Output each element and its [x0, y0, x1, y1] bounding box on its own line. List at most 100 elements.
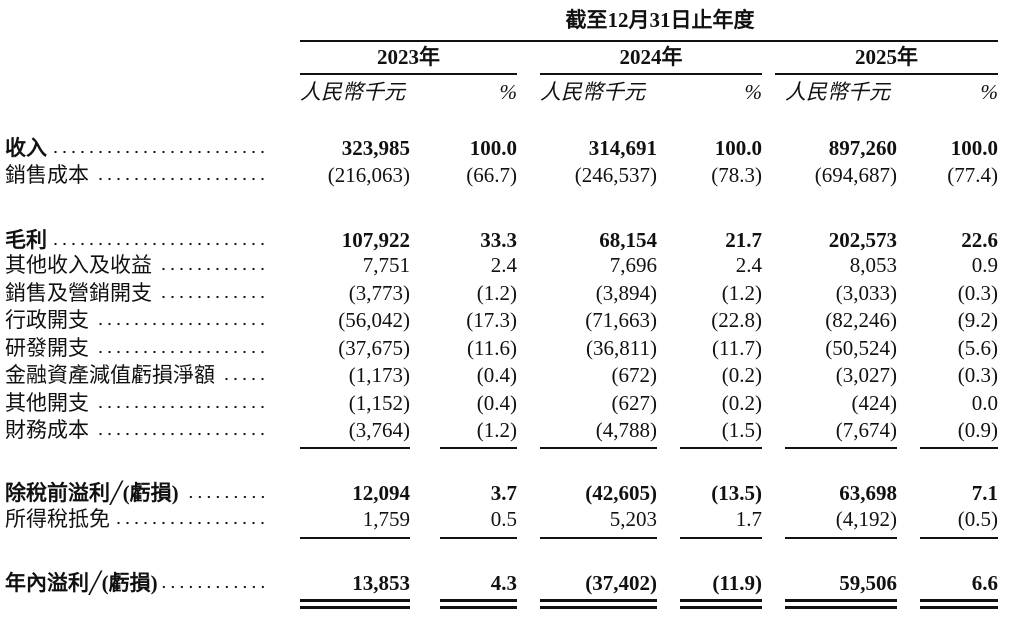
leader-dots	[93, 336, 267, 354]
cell: (71,663)	[585, 308, 657, 332]
cell: (7,674)	[835, 418, 897, 442]
cell: (1.2)	[721, 281, 762, 305]
leader-dots	[93, 391, 267, 409]
unit-header: %	[980, 80, 999, 104]
underline	[440, 447, 517, 449]
leader-dots	[114, 507, 267, 525]
cell: 0.0	[971, 391, 998, 415]
cell: 22.6	[961, 228, 998, 252]
cell: 2.4	[735, 253, 762, 277]
cell: 59,506	[839, 571, 897, 595]
cell: 33.3	[480, 228, 517, 252]
underline	[785, 447, 897, 449]
cell: 1,759	[362, 507, 410, 531]
cell: (11.7)	[712, 336, 762, 360]
leader-dots	[93, 418, 267, 436]
cell: 7,751	[362, 253, 410, 277]
cell: (0.5)	[957, 507, 998, 531]
cell: (3,894)	[595, 281, 657, 305]
row-label: 其他開支	[5, 391, 267, 415]
cell: 68,154	[599, 228, 657, 252]
cell: (11.9)	[712, 571, 762, 595]
cell: 8,053	[849, 253, 897, 277]
cell: (0.2)	[721, 391, 762, 415]
cell: (4,788)	[595, 418, 657, 442]
unit-header: 人民幣千元	[540, 80, 645, 104]
cell: (216,063)	[327, 163, 410, 187]
year-header: 2025年	[855, 45, 918, 69]
cell: (17.3)	[466, 308, 517, 332]
cell: 100.0	[714, 136, 762, 160]
cell: (672)	[611, 363, 658, 387]
cell: (42,605)	[585, 481, 657, 505]
unit-header: 人民幣千元	[785, 80, 890, 104]
underline	[680, 537, 762, 539]
label-text: 除稅前溢利╱(虧損)	[5, 481, 179, 505]
cell: (627)	[611, 391, 658, 415]
row-label: 銷售及營銷開支	[5, 281, 267, 305]
cell: (0.4)	[476, 363, 517, 387]
underline	[680, 606, 762, 609]
cell: 107,922	[341, 228, 410, 252]
leader-dots	[93, 163, 267, 181]
underline	[920, 599, 998, 602]
label-text: 毛利	[5, 228, 47, 252]
leader-dots	[93, 308, 267, 326]
cell: 314,691	[588, 136, 657, 160]
cell: (1.5)	[721, 418, 762, 442]
row-label: 其他收入及收益	[5, 253, 267, 277]
label-text: 財務成本	[5, 418, 89, 442]
label-text: 年內溢利╱(虧損)	[5, 571, 158, 595]
unit-header: 人民幣千元	[300, 80, 405, 104]
cell: (37,402)	[585, 571, 657, 595]
underline	[785, 599, 897, 602]
cell: (1,152)	[348, 391, 410, 415]
row-label: 研發開支	[5, 336, 267, 360]
cell: 7.1	[971, 481, 998, 505]
underline	[920, 447, 998, 449]
cell: (0.4)	[476, 391, 517, 415]
label-text: 收入	[5, 136, 47, 160]
underline	[785, 606, 897, 609]
row-label: 銷售成本	[5, 163, 267, 187]
underline	[920, 537, 998, 539]
year-header: 2024年	[619, 45, 683, 69]
rule	[540, 73, 762, 75]
cell: 2.4	[490, 253, 517, 277]
cell: (78.3)	[711, 163, 762, 187]
row-label: 金融資產減值虧損淨額	[5, 363, 267, 387]
leader-dots	[156, 253, 267, 271]
cell: (11.6)	[467, 336, 517, 360]
row-label: 收入	[5, 136, 267, 160]
cell: (0.3)	[957, 363, 998, 387]
leader-dots	[219, 363, 267, 381]
underline	[540, 537, 657, 539]
row-label: 行政開支	[5, 308, 267, 332]
cell: (3,033)	[835, 281, 897, 305]
row-label: 除稅前溢利╱(虧損)	[5, 481, 267, 505]
cell: (3,027)	[835, 363, 897, 387]
cell: 4.3	[490, 571, 517, 595]
cell: (13.5)	[711, 481, 762, 505]
underline	[300, 599, 410, 602]
cell: (424)	[851, 391, 898, 415]
cell: (4,192)	[835, 507, 897, 531]
cell: 6.6	[971, 571, 998, 595]
leader-dots	[161, 571, 267, 589]
cell: 323,985	[341, 136, 410, 160]
cell: 0.9	[971, 253, 998, 277]
label-text: 銷售成本	[5, 163, 89, 187]
period-header: 截至12月31日止年度	[565, 8, 755, 32]
cell: 21.7	[725, 228, 762, 252]
cell: (56,042)	[338, 308, 410, 332]
underline	[300, 606, 410, 609]
cell: 5,203	[609, 507, 657, 531]
cell: (50,524)	[825, 336, 897, 360]
unit-header: %	[744, 80, 763, 104]
cell: (694,687)	[814, 163, 897, 187]
cell: 0.5	[490, 507, 517, 531]
label-text: 其他開支	[5, 391, 89, 415]
cell: 12,094	[352, 481, 410, 505]
cell: (246,537)	[574, 163, 657, 187]
